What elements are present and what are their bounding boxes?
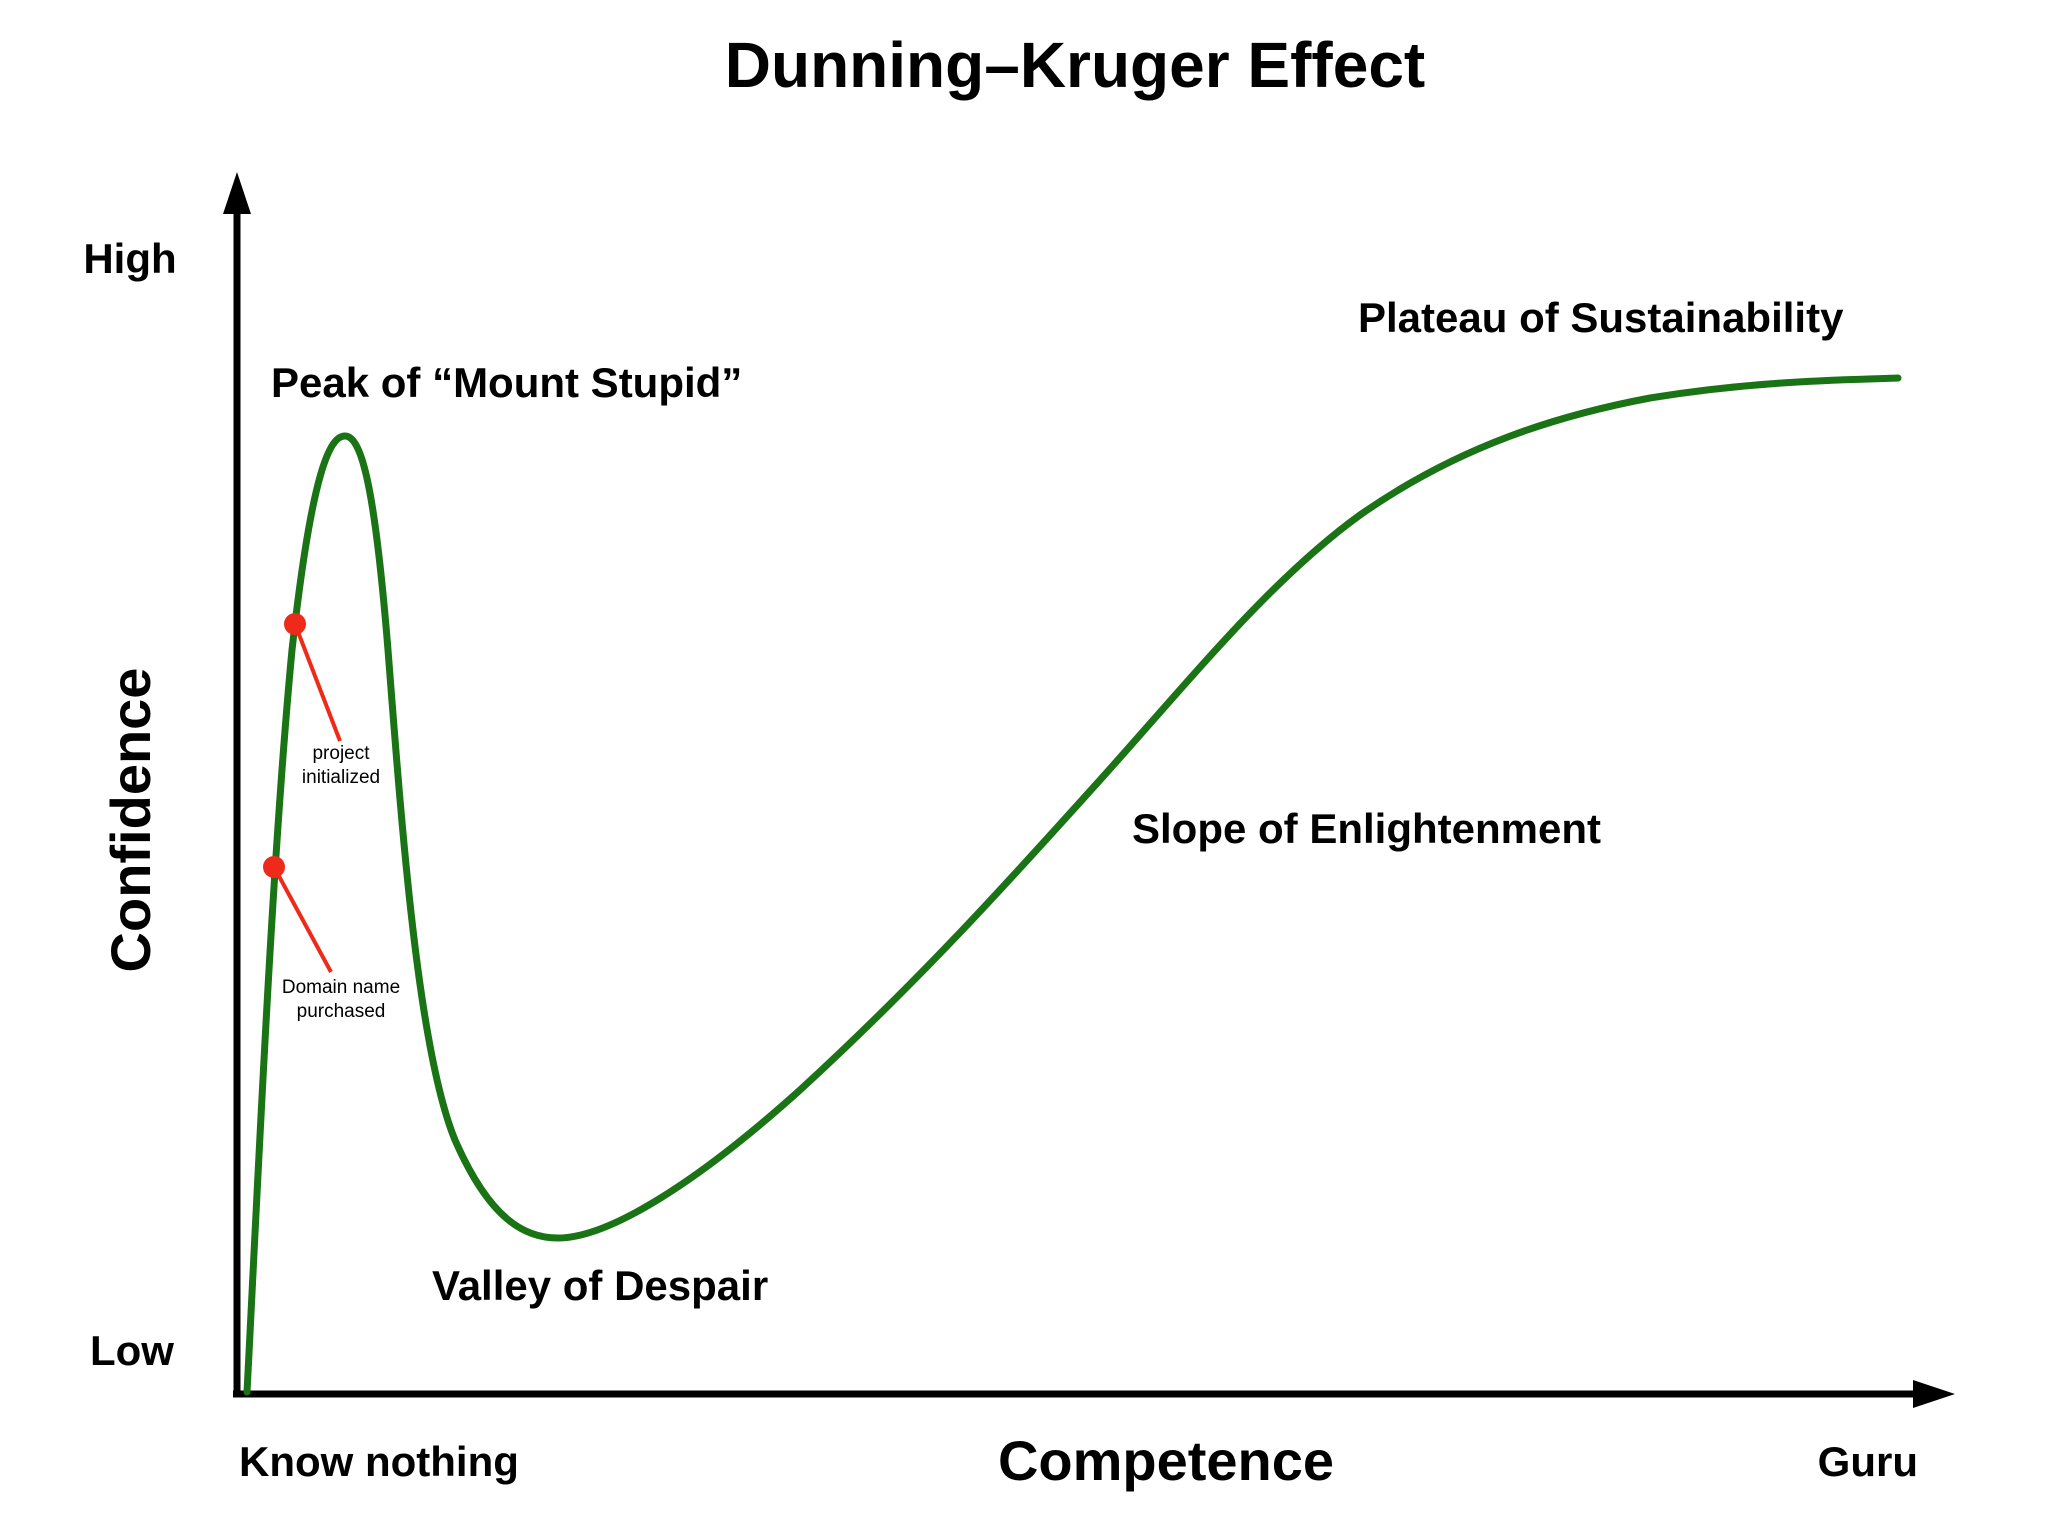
stage-label-slope: Slope of Enlightenment xyxy=(1132,805,1601,852)
marker-project-initialized-dot xyxy=(284,613,306,635)
marker-project-initialized-line1: project xyxy=(312,743,370,764)
marker-domain-purchased-dot xyxy=(263,856,285,878)
x-axis-arrow xyxy=(1913,1380,1955,1408)
y-axis-high-label: High xyxy=(83,235,176,282)
marker-project-initialized-line2: initialized xyxy=(302,767,380,788)
dunning-kruger-curve xyxy=(243,374,1902,1396)
y-axis-title: Confidence xyxy=(99,668,162,973)
y-axis-low-label: Low xyxy=(90,1327,174,1374)
marker-domain-purchased-leader xyxy=(272,866,333,973)
x-axis-end-label: Guru xyxy=(1818,1438,1918,1485)
x-axis-start-label: Know nothing xyxy=(239,1438,519,1485)
stage-label-plateau: Plateau of Sustainability xyxy=(1358,294,1844,341)
diagram-title: Dunning–Kruger Effect xyxy=(725,29,1425,101)
x-axis-title: Competence xyxy=(998,1429,1334,1492)
marker-project-initialized-leader xyxy=(293,623,342,742)
marker-domain-purchased-line2: purchased xyxy=(297,1001,386,1022)
marker-domain-purchased-line1: Domain name xyxy=(282,977,400,998)
stage-label-valley: Valley of Despair xyxy=(432,1262,768,1309)
y-axis-arrow xyxy=(223,172,251,214)
stage-label-peak: Peak of “Mount Stupid” xyxy=(271,359,742,406)
